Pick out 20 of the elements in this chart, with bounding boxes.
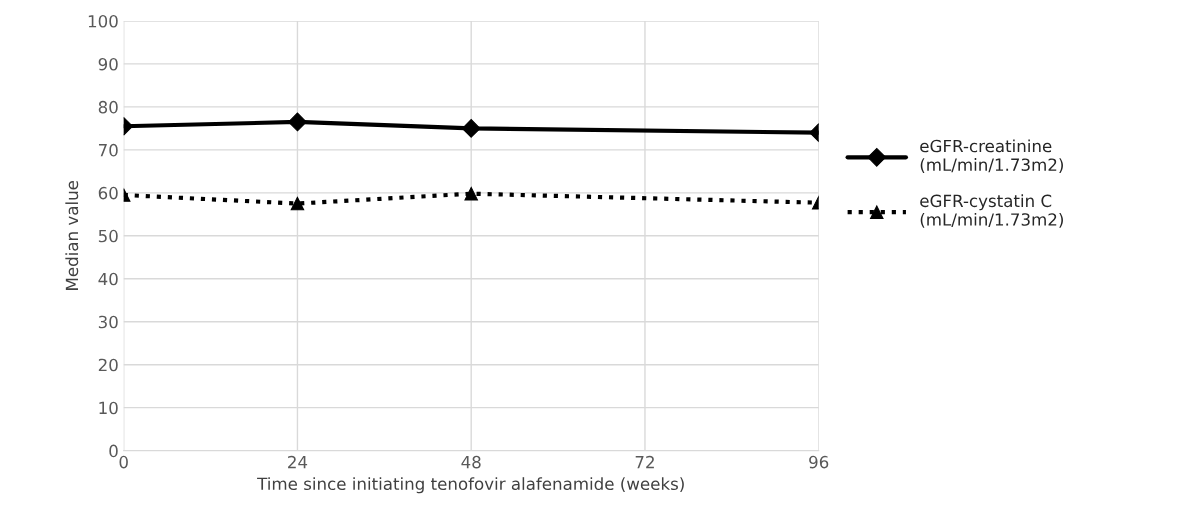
y-tick-label: 0 <box>109 444 118 458</box>
y-axis-title: Median value <box>65 180 79 290</box>
y-tick-label: 70 <box>98 143 118 157</box>
legend-label: eGFR-creatinine (mL/min/1.73m2) <box>920 139 1063 173</box>
legend-label: eGFR-cystatin C (mL/min/1.73m2) <box>920 194 1063 228</box>
x-tick-label: 0 <box>119 455 128 469</box>
y-tick-label: 20 <box>98 358 118 372</box>
x-tick-label: 96 <box>809 455 829 469</box>
y-tick-label: 10 <box>99 401 118 415</box>
y-tick-label: 100 <box>88 14 118 28</box>
x-tick-label: 24 <box>288 455 308 469</box>
y-tick-label: 30 <box>98 315 118 329</box>
y-tick-label: 90 <box>98 57 118 71</box>
y-tick-label: 60 <box>98 186 118 200</box>
x-tick-label: 48 <box>461 455 481 469</box>
x-axis-title: Time since initiating tenofovir alafenamide (weeks) <box>257 477 684 494</box>
y-tick-label: 40 <box>98 272 118 286</box>
y-tick-label: 50 <box>98 229 118 243</box>
y-tick-label: 80 <box>98 100 118 114</box>
x-tick-label: 72 <box>635 455 654 469</box>
